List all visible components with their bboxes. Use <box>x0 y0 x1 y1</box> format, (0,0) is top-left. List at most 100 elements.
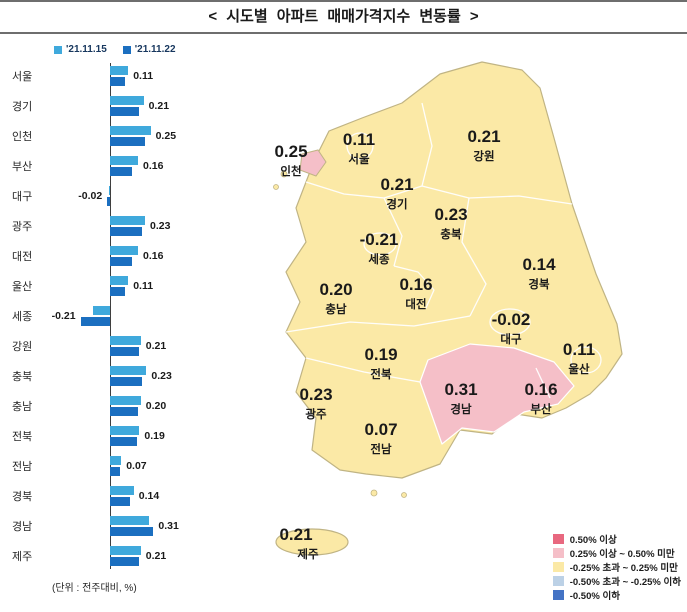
region-incheon <box>299 149 327 177</box>
bar-curr-week <box>110 137 145 146</box>
bar-value-label: 0.07 <box>126 460 147 472</box>
content: '21.11.15'21.11.22 서울 0.11 경기 0.21 인천 0.25 부산 0… <box>0 34 687 612</box>
bar-prev-week <box>110 516 150 525</box>
map-region-name: 강원 <box>473 149 494 163</box>
bar-prev-week <box>110 96 144 105</box>
bar-prev-week <box>110 396 141 405</box>
category-label: 광주 <box>12 221 33 233</box>
bar-value-label: 0.16 <box>143 250 164 262</box>
map-region-name: 서울 <box>348 152 370 166</box>
bar-curr-week <box>110 467 120 476</box>
map-panel: 0.25 인천 0.11 서울 0.21 경기 0.21 강원 0.23 충북 -0.21 세종 0.1… <box>252 34 687 612</box>
bar-curr-week <box>110 377 143 386</box>
map-region-value: 0.23 <box>299 385 332 404</box>
category-label: 강원 <box>12 341 33 353</box>
map-region-value: 0.25 <box>274 142 307 161</box>
bar-value-label: 0.25 <box>155 130 177 142</box>
bar-prev-week <box>110 426 140 435</box>
map-region-value: 0.16 <box>399 275 432 294</box>
map-region-value: 0.20 <box>319 280 352 299</box>
bar-value-label: 0.11 <box>133 70 154 82</box>
korea-map: 0.25 인천 0.11 서울 0.21 경기 0.21 강원 0.23 충북 -0.21 세종 0.1… <box>273 61 623 561</box>
bar-legend-item: '21.11.22 <box>122 44 176 55</box>
category-label: 경남 <box>12 521 33 533</box>
category-label: 경기 <box>12 101 33 113</box>
map-region-name: 세종 <box>368 252 390 266</box>
bar-prev-week <box>110 126 151 135</box>
category-label: 울산 <box>12 281 33 293</box>
bar-value-label: 0.23 <box>151 370 172 382</box>
category-label: 부산 <box>12 161 33 173</box>
bar-curr-week <box>110 227 143 236</box>
bar-row: 광주 0.23 <box>8 211 252 241</box>
bar-value-label: 0.19 <box>144 430 165 442</box>
bar-prev-week <box>110 336 141 345</box>
map-legend-swatch <box>552 534 564 544</box>
bar-row: 대전 0.16 <box>8 241 252 271</box>
map-region-name: 인천 <box>280 164 301 178</box>
bar-chart-legend: '21.11.15 '21.11.22 <box>8 42 252 57</box>
map-region-name: 전북 <box>370 367 392 381</box>
map-region-name: 충남 <box>325 302 347 316</box>
bar-prev-week <box>110 546 141 555</box>
bar-curr-week <box>110 497 130 506</box>
bar-row: 서울 0.11 <box>8 61 252 91</box>
bar-row: 충남 0.20 <box>8 391 252 421</box>
bar-row: 전북 0.19 <box>8 421 252 451</box>
bar-row: 충북 0.23 <box>8 361 252 391</box>
province-borders <box>285 102 602 399</box>
category-label: 인천 <box>12 131 33 143</box>
category-label: 충북 <box>12 371 33 383</box>
region-gyeongnam <box>419 343 575 445</box>
bar-value-label: 0.20 <box>145 400 167 412</box>
map-region-value: -0.02 <box>492 310 531 329</box>
bar-row: 대구 -0.02 <box>8 181 252 211</box>
category-label: 제주 <box>12 551 33 563</box>
bar-row: 부산 0.16 <box>8 151 252 181</box>
page-title-text: < 시도별 아파트 매매가격지수 변동률 > <box>208 8 479 25</box>
bar-legend-item: '21.11.15 <box>54 44 107 55</box>
small-islands <box>273 170 407 498</box>
bar-value-label: -0.21 <box>51 310 76 322</box>
bar-value-label: 0.21 <box>145 340 167 352</box>
bar-row: 경남 0.31 <box>8 511 252 541</box>
map-region-value: 0.19 <box>364 345 397 364</box>
bar-prev-week <box>110 366 147 375</box>
map-region-name: 부산 <box>530 402 552 416</box>
map-region-name: 제주 <box>297 547 319 561</box>
map-legend-swatch <box>552 562 564 572</box>
bar-curr-week <box>110 347 140 356</box>
map-legend-row: -0.50% 초과 ~ -0.25% 이하 <box>552 574 681 588</box>
region-jeju <box>275 528 349 556</box>
map-region-value: -0.21 <box>360 230 399 249</box>
bar-row: 울산 0.11 <box>8 271 252 301</box>
bar-curr-week <box>110 557 140 566</box>
bar-value-label: 0.31 <box>158 520 179 532</box>
map-legend-row: 0.50% 이상 <box>552 532 681 546</box>
category-label: 전북 <box>12 431 33 443</box>
page-title: < 시도별 아파트 매매가격지수 변동률 > <box>0 2 687 34</box>
legend-label: '21.11.22 <box>134 44 176 55</box>
map-region-value: 0.21 <box>380 175 413 194</box>
bar-prev-week <box>110 156 138 165</box>
map-legend-swatch <box>552 576 564 586</box>
map-legend-label: 0.25% 이상 ~ 0.50% 미만 <box>569 549 675 560</box>
map-legend-swatch <box>552 590 564 600</box>
map-legend-label: -0.50% 이하 <box>569 591 620 602</box>
bar-curr-week <box>110 437 137 446</box>
map-region-name: 경남 <box>450 402 472 416</box>
bar-value-label: 0.16 <box>143 160 164 172</box>
legend-swatch <box>122 45 131 54</box>
category-label: 세종 <box>12 311 33 323</box>
bar-curr-week <box>110 107 140 116</box>
category-label: 전남 <box>12 461 33 473</box>
map-legend-label: -0.25% 초과 ~ 0.25% 미만 <box>569 563 678 574</box>
bar-curr-week <box>107 197 110 206</box>
bar-row: 인천 0.25 <box>8 121 252 151</box>
map-region-value: 0.07 <box>364 420 397 439</box>
bar-prev-week <box>110 246 138 255</box>
map-region-value: 0.23 <box>434 205 467 224</box>
bar-prev-week <box>110 66 129 75</box>
map-region-name: 충북 <box>440 227 462 241</box>
map-region-name: 대구 <box>500 332 522 346</box>
